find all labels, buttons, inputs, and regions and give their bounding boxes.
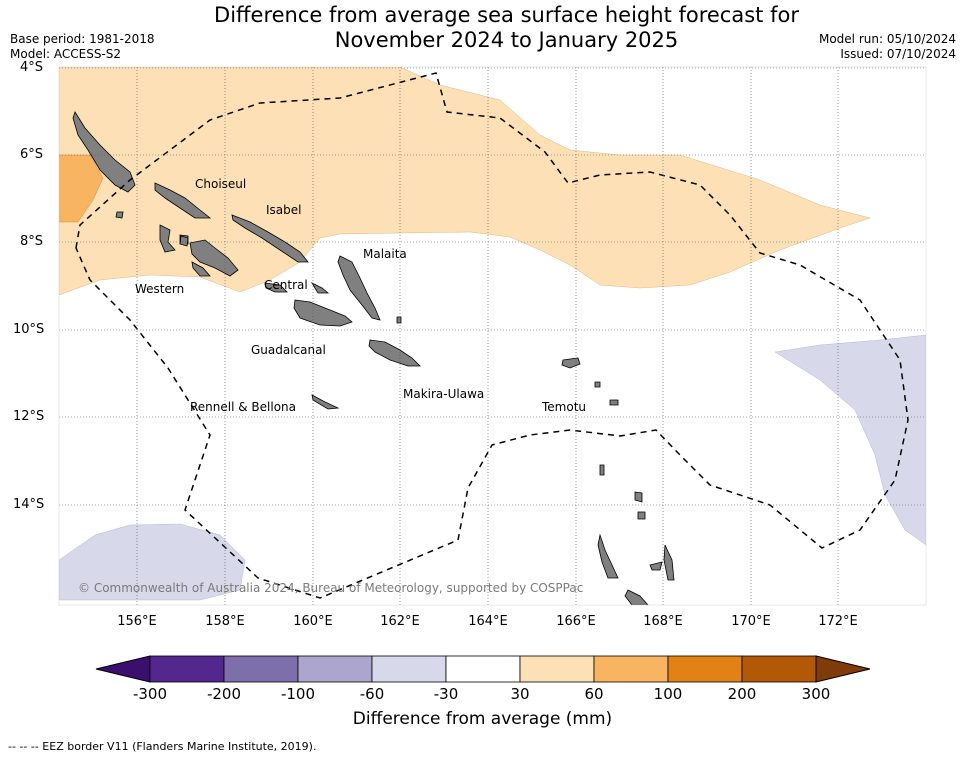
province-label-rennell-bellona: Rennell & Bellona (190, 400, 296, 414)
island-small-5 (310, 282, 330, 294)
colorbar-low-arrow (95, 655, 151, 683)
colorbar-tick-8: 100 (653, 685, 683, 703)
colorbar-tick-4: -60 (359, 685, 385, 703)
island-santa-cruz (561, 357, 581, 369)
lon-label-166e: 166°E (556, 614, 596, 629)
lon-label-160e: 160°E (293, 614, 333, 629)
lat-label-12s: 12°S (13, 409, 45, 424)
province-label-temotu: Temotu (541, 400, 586, 414)
eez-border (75, 72, 909, 599)
province-label-choiseul: Choiseul (195, 177, 246, 191)
map-area: Choiseul Isabel Malaita Western Central … (59, 67, 926, 605)
colorbar-segment-6 (519, 655, 595, 683)
lon-label-162e: 162°E (380, 614, 420, 629)
island-vanuatu-4 (649, 561, 663, 571)
island-central (264, 282, 288, 293)
lat-label-4s: 4°S (20, 60, 44, 75)
base-period: Base period: 1981-2018 (10, 32, 155, 46)
island-rendova (191, 261, 211, 277)
lat-label-6s: 6°S (20, 147, 44, 162)
province-label-central: Central (264, 278, 308, 292)
colorbar-tick-6: 30 (510, 685, 530, 703)
lat-label-8s: 8°S (20, 234, 44, 249)
colorbar-segment-7 (593, 655, 669, 683)
island-small-8 (599, 464, 605, 476)
model-name: Model: ACCESS-S2 (10, 47, 122, 61)
lat-label-14s: 14°S (13, 497, 45, 512)
province-label-makira-ulawa: Makira-Ulawa (403, 387, 484, 401)
island-vanuatu-2 (663, 544, 675, 581)
title-line-1: Difference from average sea surface heig… (214, 3, 799, 27)
title-line-2: November 2024 to January 2025 (334, 28, 679, 52)
colorbar-segment-8 (667, 655, 743, 683)
colorbar (95, 655, 871, 683)
island-small-7 (396, 316, 402, 324)
island-vanuatu-1 (597, 533, 619, 579)
colorbar-high-arrow (815, 655, 871, 683)
colorbar-tick-5: -30 (433, 685, 459, 703)
lon-label-158e: 158°E (205, 614, 245, 629)
lon-label-170e: 170°E (731, 614, 771, 629)
island-new-georgia (189, 239, 239, 277)
copyright-note: © Commonwealth of Australia 2024, Bureau… (78, 581, 583, 595)
province-label-guadalcanal: Guadalcanal (251, 343, 326, 357)
island-malaita (337, 255, 381, 321)
colorbar-segment-1 (149, 655, 225, 683)
lat-label-10s: 10°S (13, 322, 45, 337)
islands (72, 111, 675, 605)
anomaly-region-southwest-negative (59, 523, 246, 601)
colorbar-segment-3 (297, 655, 373, 683)
island-makira (368, 339, 421, 367)
colorbar-segment-4 (371, 655, 447, 683)
chart-title: Difference from average sea surface heig… (0, 3, 965, 53)
colorbar-segment-2 (223, 655, 299, 683)
province-labels: Choiseul Isabel Malaita Western Central … (135, 177, 586, 414)
island-isabel (231, 214, 309, 263)
eez-footnote: -- -- -- EEZ border V11 (Flanders Marine… (8, 740, 317, 753)
island-choiseul (72, 111, 136, 193)
province-label-malaita: Malaita (363, 247, 407, 261)
island-small-2 (609, 399, 619, 406)
anomaly-region-30-60 (59, 67, 871, 296)
island-small-1 (594, 381, 601, 388)
colorbar-tick-3: -100 (280, 685, 316, 703)
colorbar-segment-9 (741, 655, 817, 683)
island-vella-lavella (159, 224, 176, 253)
colorbar-tick-9: 200 (727, 685, 757, 703)
colorbar-tick-2: -200 (206, 685, 242, 703)
anomaly-region-east-negative (774, 334, 926, 546)
gridlines (59, 67, 926, 605)
island-rennell (311, 394, 340, 410)
lon-label-164e: 164°E (468, 614, 508, 629)
colorbar-tick-1: -300 (132, 685, 168, 703)
issued-date: Issued: 07/10/2024 (840, 47, 956, 61)
island-western (154, 182, 212, 219)
island-small-3 (637, 511, 646, 520)
island-guadalcanal (293, 299, 353, 327)
province-label-isabel: Isabel (266, 203, 301, 217)
colorbar-tick-10: 300 (801, 685, 831, 703)
island-vanuatu-5 (634, 491, 643, 503)
colorbar-tick-7: 60 (584, 685, 604, 703)
lon-label-172e: 172°E (818, 614, 858, 629)
lon-label-168e: 168°E (643, 614, 683, 629)
island-small-6 (179, 235, 189, 247)
island-small-4 (115, 211, 124, 219)
lon-label-156e: 156°E (117, 614, 157, 629)
colorbar-segment-5 (445, 655, 521, 683)
model-run: Model run: 05/10/2024 (818, 32, 956, 46)
province-label-western: Western (135, 282, 184, 296)
island-vanuatu-3 (624, 589, 649, 605)
colorbar-label: Difference from average (mm) (352, 709, 613, 729)
map-frame (58, 66, 927, 606)
